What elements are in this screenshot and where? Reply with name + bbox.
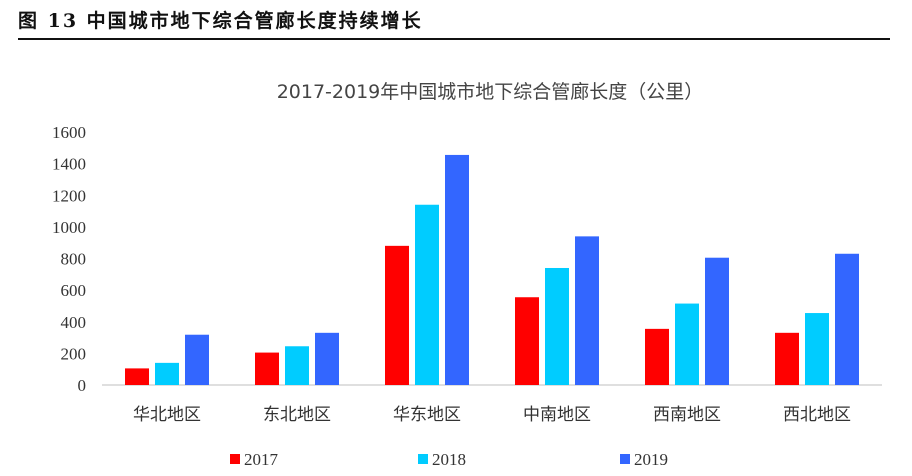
y-tick-label: 1400	[52, 155, 86, 174]
y-tick-label: 600	[61, 281, 87, 300]
bar-2018-5	[805, 313, 829, 385]
bars	[125, 154, 859, 385]
legend-swatch-2018	[418, 454, 428, 464]
bar-2019-0	[185, 334, 209, 385]
bar-2017-1	[255, 352, 279, 385]
bar-2017-0	[125, 368, 149, 385]
y-tick-label: 1000	[52, 218, 86, 237]
chart-title: 2017-2019年中国城市地下综合管廊长度（公里）	[277, 81, 704, 103]
y-tick-label: 400	[61, 313, 87, 332]
bar-2017-4	[645, 328, 669, 385]
x-tick-label: 东北地区	[263, 405, 331, 425]
y-axis: 0 200 400 600 800 1000 1200 1400 1600	[52, 123, 86, 395]
y-tick-label: 800	[61, 250, 87, 269]
bar-2019-5	[835, 253, 859, 385]
legend: 2017 2018 2019	[230, 450, 668, 469]
x-tick-label: 华东地区	[393, 405, 461, 425]
x-tick-label: 中南地区	[523, 405, 591, 425]
y-tick-label: 1600	[52, 123, 86, 142]
y-tick-label: 200	[61, 344, 87, 363]
legend-swatch-2019	[620, 454, 630, 464]
x-tick-label: 华北地区	[133, 405, 201, 425]
title-divider	[18, 38, 890, 40]
bar-2018-2	[415, 204, 439, 385]
legend-label: 2018	[432, 450, 466, 469]
x-axis-labels: 华北地区 东北地区 华东地区 中南地区 西南地区 西北地区	[133, 405, 851, 425]
figure-title: 图 13 中国城市地下综合管廊长度持续增长	[18, 10, 423, 32]
bar-2017-5	[775, 332, 799, 385]
bar-2019-4	[705, 257, 729, 385]
bar-2019-1	[315, 332, 339, 385]
bar-2017-2	[385, 245, 409, 385]
legend-label: 2017	[244, 450, 279, 469]
x-tick-label: 西北地区	[783, 405, 851, 425]
bar-2018-1	[285, 346, 309, 385]
bar-2019-3	[575, 236, 599, 385]
legend-label: 2019	[634, 450, 668, 469]
legend-swatch-2017	[230, 454, 240, 464]
y-tick-label: 0	[78, 376, 87, 395]
bar-2018-0	[155, 362, 179, 385]
bar-2019-2	[445, 154, 469, 385]
x-tick-label: 西南地区	[653, 405, 721, 425]
bar-2018-4	[675, 303, 699, 385]
bar-2018-3	[545, 267, 569, 385]
bar-2017-3	[515, 297, 539, 385]
y-tick-label: 1200	[52, 186, 86, 205]
